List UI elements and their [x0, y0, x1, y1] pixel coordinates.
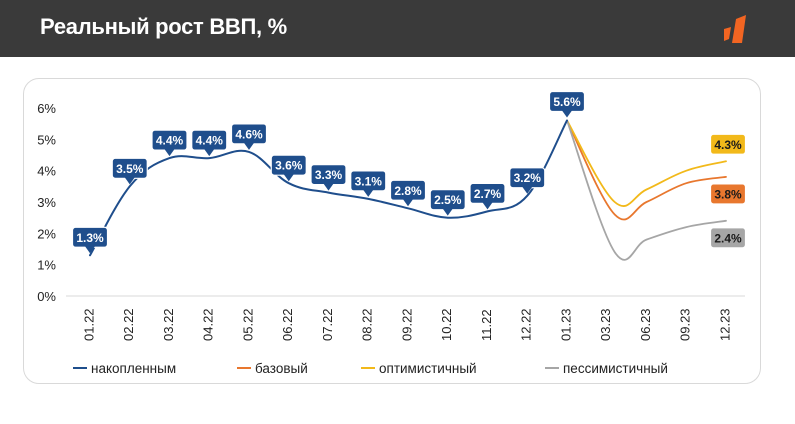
data-label-pointer [482, 202, 493, 210]
x-tick-label: 01.22 [81, 308, 96, 341]
y-tick-label: 1% [37, 258, 56, 273]
y-tick-label: 0% [37, 289, 56, 304]
data-label-pointer [403, 199, 413, 207]
data-label-pointer [164, 149, 175, 157]
data-label-pointer [244, 142, 254, 150]
y-tick-label: 6% [37, 101, 56, 116]
legend-label-pessimistic: пессимистичный [563, 361, 668, 376]
data-label-pointer [442, 208, 453, 216]
data-label: 1.3% [71, 226, 109, 254]
end-label-base-box [709, 183, 747, 205]
data-label-pointer [363, 189, 374, 197]
data-label: 4.6% [230, 123, 268, 150]
data-label-text: 5.6% [553, 95, 581, 109]
data-label: 3.2% [509, 167, 546, 194]
x-tick-label: 08.22 [360, 308, 375, 341]
data-label-text: 3.6% [275, 159, 303, 173]
x-tick-label: 06.23 [638, 308, 653, 341]
page-title: Реальный рост ВВП, % [40, 14, 287, 39]
data-label-text: 3.1% [355, 174, 383, 188]
data-label-text: 3.2% [514, 171, 542, 185]
x-tick-label: 02.22 [121, 308, 136, 341]
data-label-pointer [562, 110, 572, 118]
data-label-pointer [522, 186, 533, 194]
data-label-text: 1.3% [76, 231, 104, 245]
data-label-text: 2.8% [394, 184, 422, 198]
brand-logo-icon [724, 15, 746, 43]
end-label-optimistic-text: 4.3% [714, 138, 742, 152]
data-label: 2.5% [429, 189, 466, 216]
header-bar: Реальный рост ВВП, % [0, 0, 795, 57]
data-label: 3.6% [270, 154, 307, 182]
end-label-base-text: 3.8% [714, 187, 742, 201]
data-label-text: 4.4% [156, 134, 184, 148]
end-label-optimistic: 4.3% [709, 133, 747, 155]
end-label-pessimistic-box [709, 227, 747, 249]
y-tick-label: 2% [37, 226, 56, 241]
x-tick-label: 09.23 [678, 308, 693, 341]
data-label: 2.8% [389, 179, 427, 207]
x-tick-label: 06.22 [280, 308, 295, 341]
series-line-base [566, 119, 727, 221]
y-tick-label: 5% [37, 132, 56, 147]
data-label-text: 4.6% [235, 127, 263, 141]
data-label-text: 3.5% [116, 162, 144, 176]
x-tick-label: 12.23 [717, 308, 732, 341]
x-tick-label: 10.22 [439, 308, 454, 341]
data-label-text: 4.4% [196, 134, 224, 148]
legend-label-base: базовый [255, 361, 308, 376]
end-label-pessimistic-text: 2.4% [714, 231, 742, 245]
x-tick-label: 07.22 [320, 308, 335, 341]
legend-label-accumulated: накопленным [91, 361, 176, 376]
data-label-pointer [323, 183, 334, 191]
data-label: 4.4% [191, 129, 228, 157]
data-label-pointer [204, 149, 215, 157]
chart-card [23, 78, 761, 384]
data-label-text: 2.5% [434, 193, 462, 207]
end-label-optimistic-box [709, 133, 747, 155]
data-label-pointer [124, 177, 135, 185]
data-label: 5.6% [548, 90, 586, 118]
x-tick-label: 03.23 [598, 308, 613, 341]
end-label-pessimistic: 2.4% [709, 227, 747, 249]
x-tick-label: 03.22 [161, 308, 176, 341]
legend-label-optimistic: оптимистичный [379, 361, 477, 376]
x-tick-label: 11.22 [479, 309, 494, 341]
data-label: 3.3% [310, 164, 347, 191]
data-label-text: 2.7% [474, 187, 502, 201]
data-label: 3.1% [350, 170, 387, 197]
data-label: 2.7% [469, 182, 506, 210]
data-label-pointer [85, 246, 95, 254]
y-tick-label: 4% [37, 164, 56, 179]
y-tick-label: 3% [37, 195, 56, 210]
x-tick-label: 04.22 [201, 308, 216, 341]
series-line-accumulated [89, 119, 568, 257]
x-tick-label: 09.22 [399, 308, 414, 341]
data-label-text: 3.3% [315, 168, 343, 182]
data-label: 3.5% [111, 157, 148, 185]
data-label-pointer [283, 174, 294, 182]
x-tick-label: 12.22 [519, 308, 534, 341]
x-tick-label: 01.23 [558, 308, 573, 341]
series-line-optimistic [566, 119, 727, 207]
series-line-pessimistic [566, 119, 727, 261]
data-label: 4.4% [151, 129, 188, 157]
end-label-base: 3.8% [709, 183, 747, 205]
x-tick-label: 05.22 [240, 308, 255, 341]
